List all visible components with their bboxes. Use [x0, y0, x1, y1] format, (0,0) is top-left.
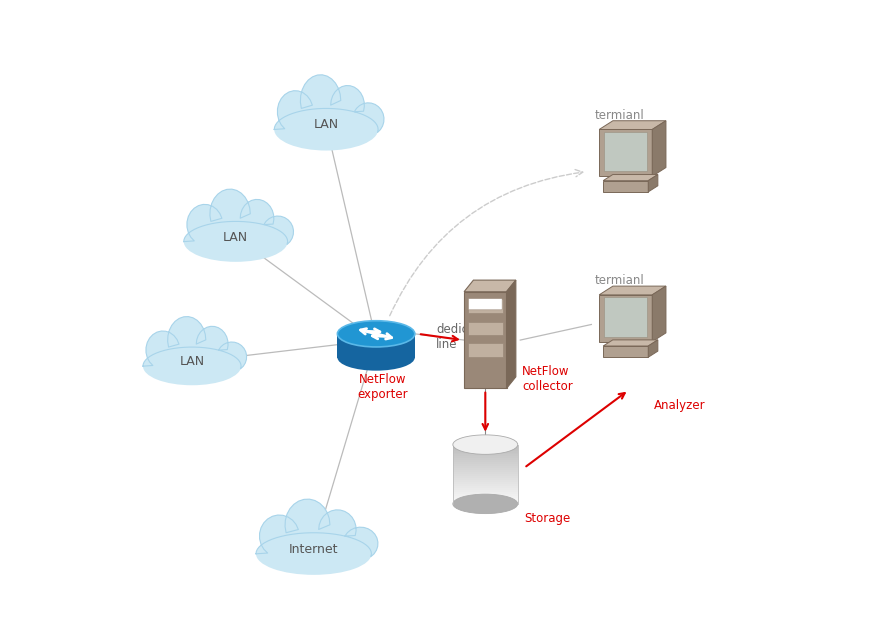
Polygon shape	[338, 334, 415, 358]
Polygon shape	[453, 452, 517, 454]
Polygon shape	[467, 343, 503, 356]
Ellipse shape	[338, 321, 415, 347]
Polygon shape	[453, 492, 517, 494]
Ellipse shape	[256, 533, 372, 575]
Polygon shape	[652, 286, 666, 341]
Ellipse shape	[331, 85, 364, 125]
Text: Analyzer: Analyzer	[653, 399, 705, 412]
Polygon shape	[453, 451, 517, 452]
Ellipse shape	[453, 435, 517, 454]
Polygon shape	[453, 444, 517, 447]
Polygon shape	[453, 488, 517, 490]
Polygon shape	[648, 340, 658, 357]
Polygon shape	[599, 121, 666, 130]
Polygon shape	[648, 175, 658, 192]
FancyArrowPatch shape	[389, 170, 582, 316]
Ellipse shape	[338, 344, 415, 371]
Polygon shape	[467, 300, 503, 313]
Polygon shape	[603, 175, 658, 181]
Polygon shape	[599, 295, 652, 341]
Ellipse shape	[184, 222, 288, 262]
Polygon shape	[453, 459, 517, 461]
Polygon shape	[453, 476, 517, 478]
Ellipse shape	[143, 347, 241, 385]
Polygon shape	[464, 292, 507, 388]
Polygon shape	[453, 468, 517, 470]
Ellipse shape	[285, 499, 330, 550]
Ellipse shape	[217, 342, 246, 372]
Ellipse shape	[277, 90, 313, 133]
Polygon shape	[453, 449, 517, 451]
Polygon shape	[507, 280, 516, 388]
Ellipse shape	[353, 103, 384, 135]
Text: NetFlow
collector: NetFlow collector	[522, 365, 573, 393]
Text: NetFlow
exporter: NetFlow exporter	[357, 373, 408, 401]
Polygon shape	[453, 457, 517, 459]
Ellipse shape	[146, 331, 180, 369]
Polygon shape	[453, 461, 517, 462]
Text: LAN: LAN	[180, 356, 204, 368]
Polygon shape	[453, 447, 517, 449]
Polygon shape	[453, 474, 517, 476]
Text: Internet: Internet	[289, 543, 339, 555]
Ellipse shape	[187, 204, 223, 245]
Polygon shape	[603, 346, 648, 357]
Text: termianl: termianl	[595, 109, 645, 122]
Ellipse shape	[262, 216, 294, 248]
Text: termianl: termianl	[595, 274, 645, 287]
Polygon shape	[652, 121, 666, 176]
Polygon shape	[453, 484, 517, 486]
Ellipse shape	[453, 494, 517, 514]
Text: Storage: Storage	[524, 512, 570, 525]
Polygon shape	[453, 482, 517, 484]
Polygon shape	[453, 490, 517, 492]
Text: LAN: LAN	[223, 231, 248, 243]
Ellipse shape	[275, 109, 378, 150]
Polygon shape	[603, 340, 658, 346]
Text: LAN: LAN	[314, 119, 339, 131]
Polygon shape	[453, 478, 517, 480]
Polygon shape	[453, 480, 517, 482]
Ellipse shape	[240, 200, 274, 237]
Ellipse shape	[210, 189, 250, 238]
Polygon shape	[604, 297, 647, 337]
Ellipse shape	[196, 326, 228, 362]
Polygon shape	[453, 496, 517, 498]
Polygon shape	[453, 486, 517, 488]
Polygon shape	[467, 322, 503, 335]
Polygon shape	[604, 132, 647, 171]
Polygon shape	[453, 472, 517, 474]
Polygon shape	[453, 494, 517, 496]
Polygon shape	[453, 454, 517, 457]
Ellipse shape	[318, 510, 356, 549]
Polygon shape	[453, 470, 517, 472]
FancyBboxPatch shape	[468, 299, 503, 310]
Polygon shape	[464, 280, 516, 292]
Ellipse shape	[343, 527, 378, 560]
Polygon shape	[453, 500, 517, 502]
Polygon shape	[453, 466, 517, 468]
Ellipse shape	[300, 75, 341, 126]
Polygon shape	[453, 464, 517, 466]
Polygon shape	[599, 130, 652, 176]
Polygon shape	[599, 286, 666, 295]
Polygon shape	[453, 462, 517, 464]
Ellipse shape	[168, 316, 206, 363]
Polygon shape	[453, 502, 517, 504]
Text: dedicated
line: dedicated line	[436, 323, 495, 351]
Polygon shape	[603, 181, 648, 192]
Ellipse shape	[260, 515, 299, 557]
Polygon shape	[453, 498, 517, 500]
